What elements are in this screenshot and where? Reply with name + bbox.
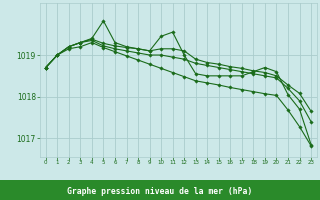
Text: Graphe pression niveau de la mer (hPa): Graphe pression niveau de la mer (hPa) (68, 186, 252, 196)
